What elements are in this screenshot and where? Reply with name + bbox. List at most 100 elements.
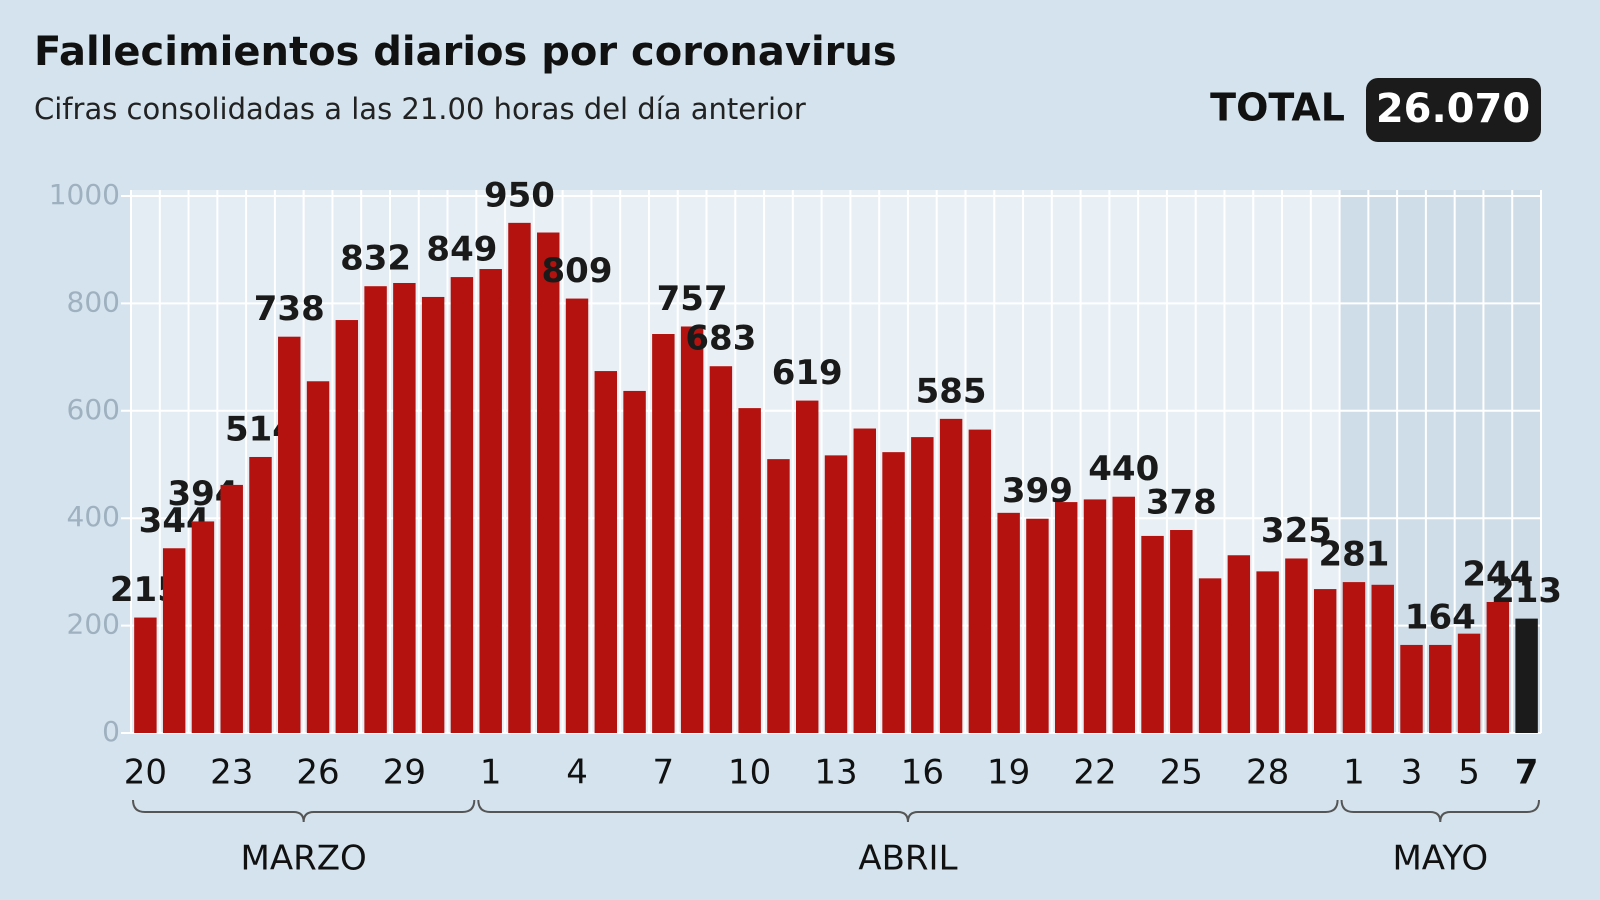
bar xyxy=(1285,558,1308,733)
value-label: 378 xyxy=(1146,483,1217,523)
total-label: TOTAL xyxy=(1210,86,1345,130)
bar xyxy=(421,296,445,733)
bar xyxy=(1198,578,1222,733)
y-tick-label: 1000 xyxy=(49,178,120,211)
value-label: 244 xyxy=(1462,554,1533,594)
bar xyxy=(1400,644,1423,733)
value-label: 164 xyxy=(1405,597,1476,637)
bar xyxy=(767,459,790,733)
bar xyxy=(680,326,704,733)
value-label: 325 xyxy=(1261,511,1332,551)
bar xyxy=(968,429,992,733)
bar xyxy=(1515,618,1538,733)
bar xyxy=(824,455,848,733)
bar xyxy=(220,484,243,733)
group-bracket xyxy=(1340,799,1540,823)
x-tick-label: 16 xyxy=(901,753,944,793)
x-tick-label: 1 xyxy=(1343,753,1365,793)
y-tick-label: 600 xyxy=(67,393,120,426)
x-tick-label: 5 xyxy=(1458,753,1480,793)
x-tick-label: 29 xyxy=(383,753,426,793)
value-label: 585 xyxy=(916,371,987,411)
bar xyxy=(191,521,215,733)
bar xyxy=(306,381,330,733)
bar xyxy=(565,298,589,733)
bar xyxy=(939,418,963,733)
bar xyxy=(1342,582,1366,733)
x-tick-label: 26 xyxy=(296,753,339,793)
chart-subtitle: Cifras consolidadas a las 21.00 horas de… xyxy=(34,92,806,126)
bar xyxy=(709,366,733,733)
bar xyxy=(1486,601,1510,733)
bar xyxy=(738,408,761,733)
x-tick-label: 10 xyxy=(728,753,771,793)
x-tick-label: 1 xyxy=(480,753,502,793)
x-tick-label: 7 xyxy=(653,753,675,793)
value-label: 440 xyxy=(1088,449,1159,489)
total-box xyxy=(1366,78,1541,142)
bar xyxy=(623,390,646,733)
bar xyxy=(162,548,186,733)
value-label: 619 xyxy=(772,353,843,393)
value-label: 213 xyxy=(1491,571,1562,611)
bar xyxy=(134,617,157,733)
x-tick-label: 13 xyxy=(814,753,857,793)
x-tick-label: 7 xyxy=(1515,753,1539,793)
bar xyxy=(479,269,502,733)
bar xyxy=(1371,584,1394,733)
y-tick-label: 0 xyxy=(102,715,120,748)
x-tick-label: 19 xyxy=(987,753,1030,793)
bar xyxy=(853,428,876,733)
y-tick-label: 800 xyxy=(67,285,120,318)
group-bracket xyxy=(477,799,1339,823)
x-tick-label: 3 xyxy=(1401,753,1423,793)
group-label: MARZO xyxy=(241,839,367,879)
bar xyxy=(1227,555,1251,733)
bar xyxy=(249,456,272,733)
bar xyxy=(393,282,416,733)
bar xyxy=(278,336,301,733)
bar xyxy=(450,277,474,733)
x-tick-label: 4 xyxy=(566,753,588,793)
value-label: 281 xyxy=(1318,535,1389,575)
bar xyxy=(594,371,618,733)
total-value: 26.070 xyxy=(1376,86,1530,132)
x-tick-label: 22 xyxy=(1073,753,1116,793)
bar xyxy=(335,320,359,733)
value-label: 738 xyxy=(254,289,325,329)
bar xyxy=(997,512,1020,733)
y-tick-label: 200 xyxy=(67,608,120,641)
value-label: 809 xyxy=(542,251,613,291)
x-tick-label: 23 xyxy=(210,753,253,793)
bar xyxy=(1026,518,1049,733)
bar xyxy=(652,334,675,733)
bar xyxy=(911,437,934,733)
bar xyxy=(1141,535,1164,733)
bar xyxy=(882,452,905,733)
bar xyxy=(1170,530,1193,733)
bar xyxy=(508,222,531,733)
x-tick-label: 25 xyxy=(1160,753,1203,793)
value-label: 683 xyxy=(685,319,756,359)
group-bracket xyxy=(132,799,476,823)
bar xyxy=(1112,496,1135,733)
value-label: 757 xyxy=(657,279,728,319)
bar xyxy=(1256,571,1279,733)
bar xyxy=(1083,499,1107,733)
bar xyxy=(1313,589,1337,733)
group-label: MAYO xyxy=(1392,839,1488,879)
x-tick-label: 28 xyxy=(1246,753,1289,793)
bar xyxy=(537,232,560,734)
value-label: 950 xyxy=(484,175,555,215)
chart-title: Fallecimientos diarios por coronavirus xyxy=(34,29,897,75)
group-label: ABRIL xyxy=(858,839,957,879)
bar xyxy=(796,400,819,733)
y-tick-label: 400 xyxy=(67,500,120,533)
bar xyxy=(1429,644,1452,733)
value-label: 849 xyxy=(426,230,497,270)
bar xyxy=(1054,502,1078,733)
value-label: 832 xyxy=(340,239,411,279)
bar xyxy=(364,286,387,733)
